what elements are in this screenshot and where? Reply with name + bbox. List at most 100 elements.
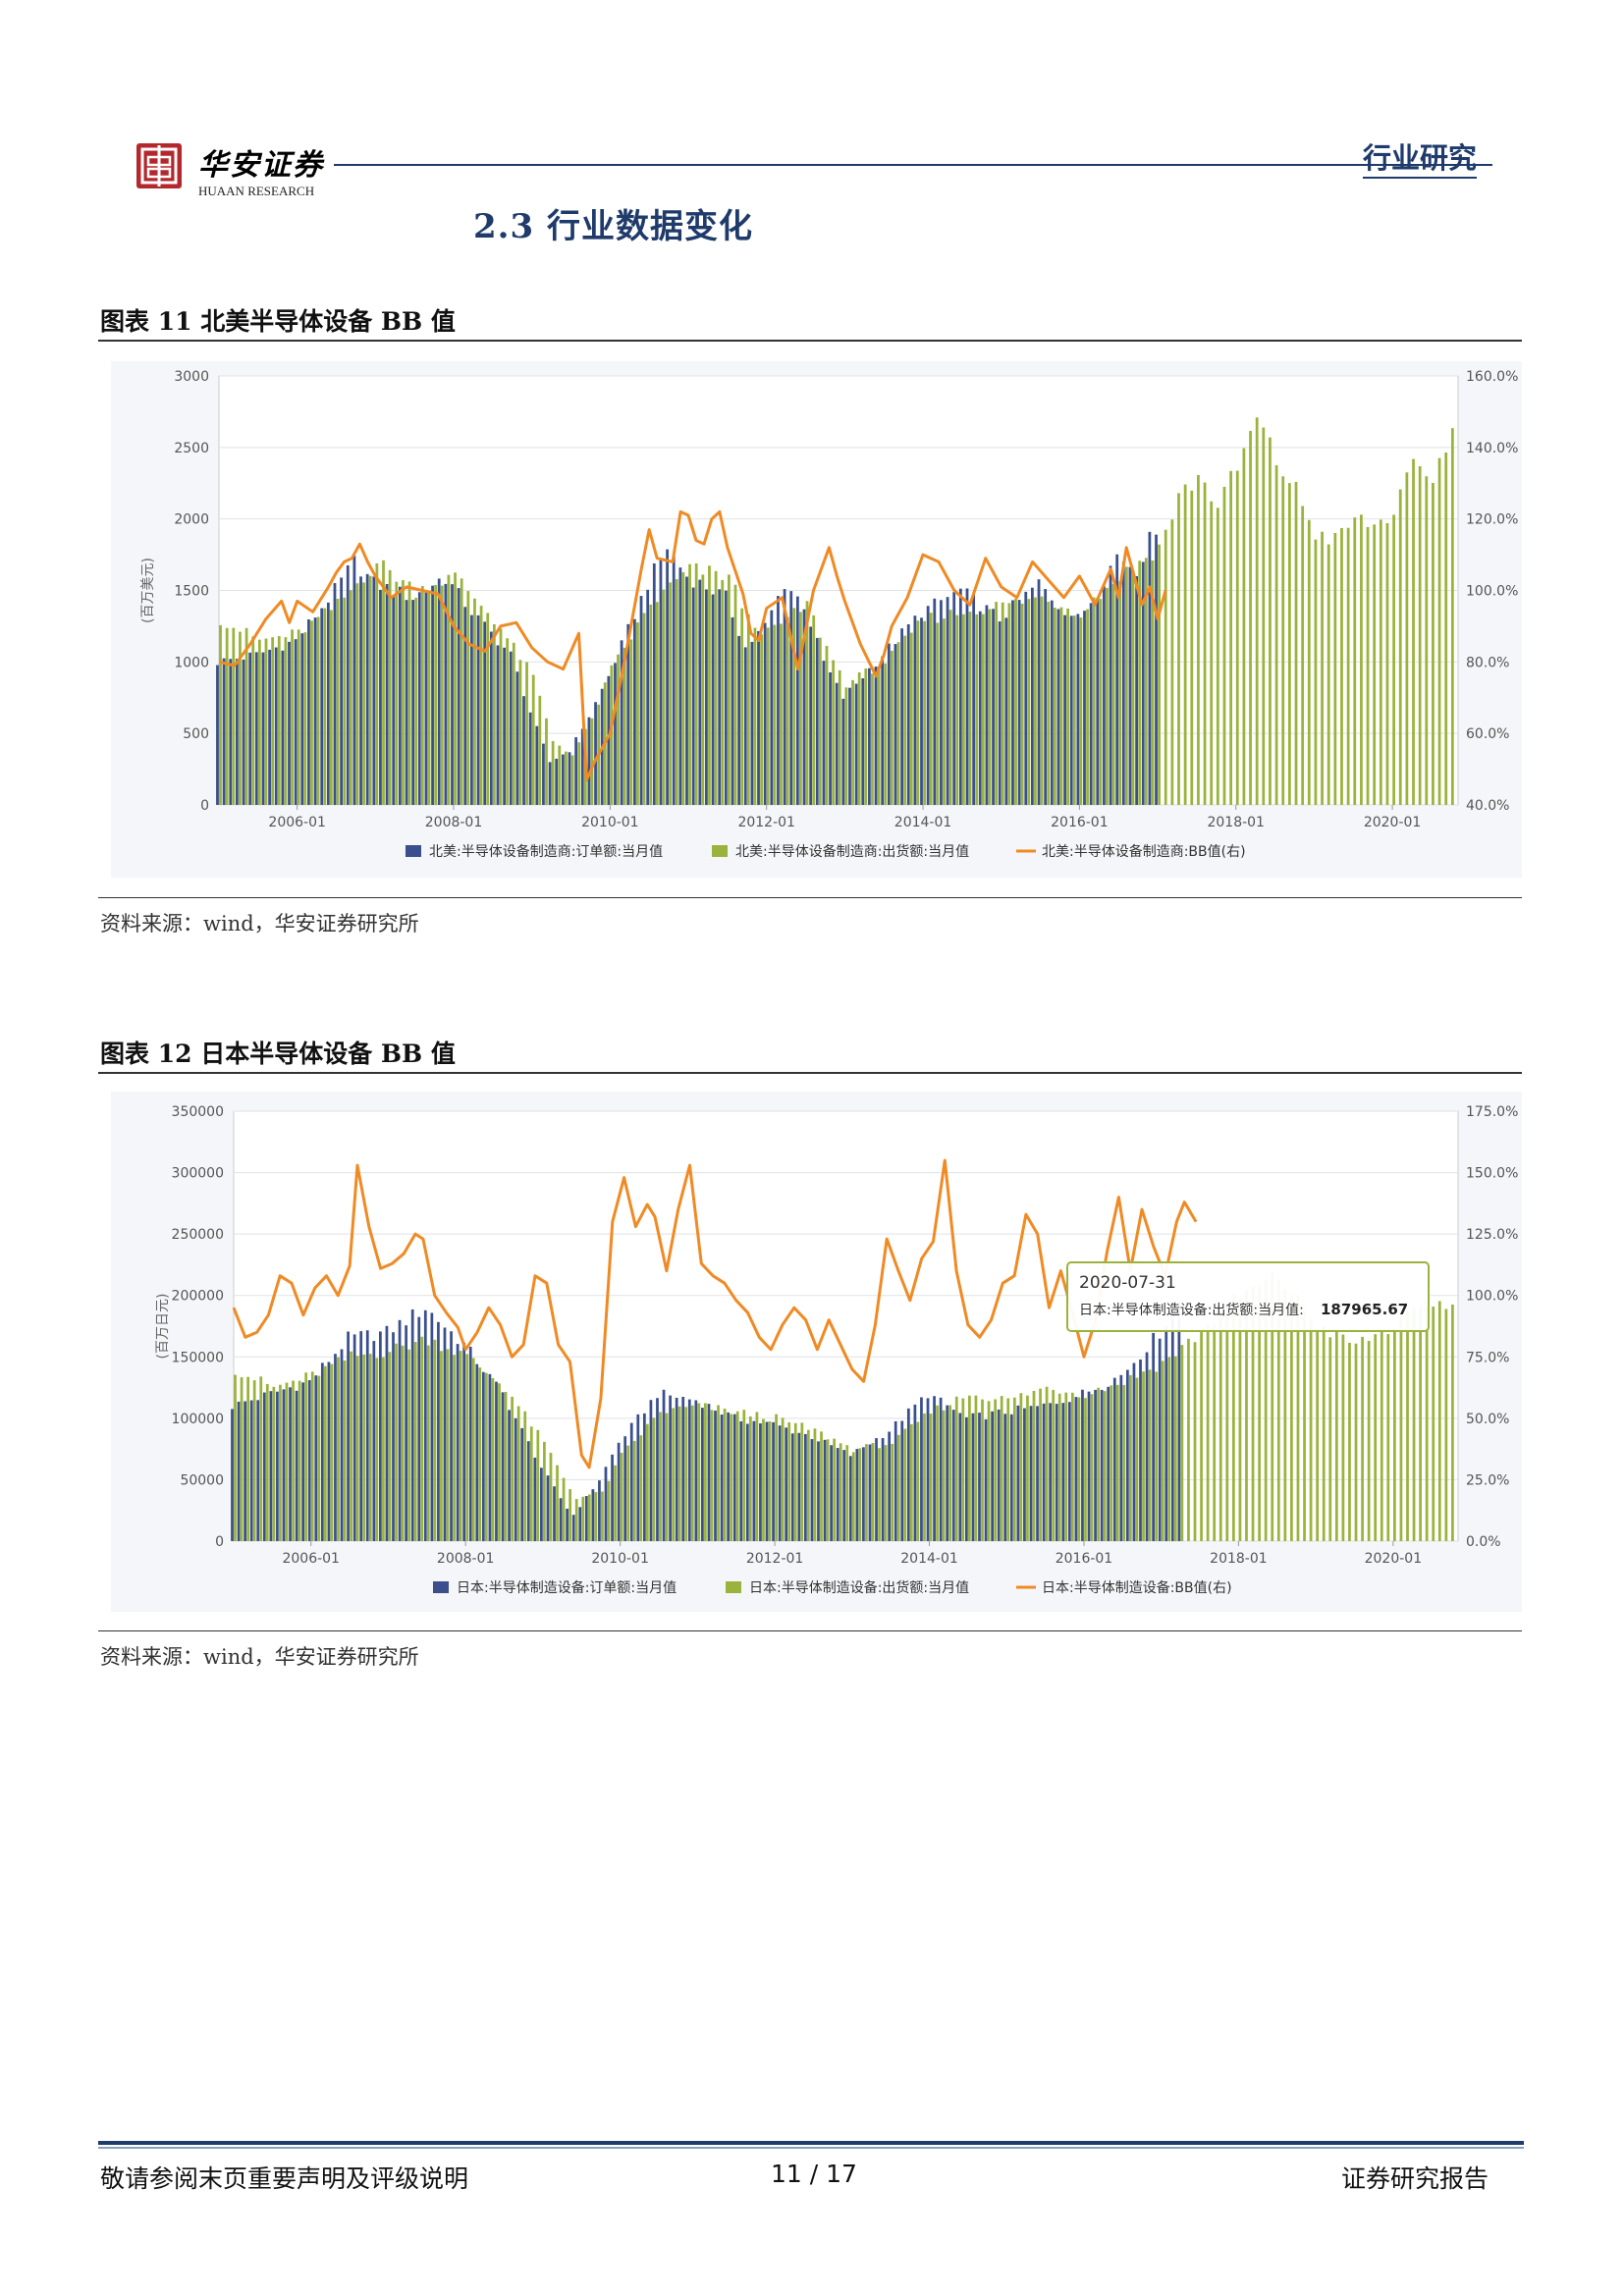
bar (802, 609, 806, 805)
bar (352, 1334, 356, 1541)
bar (568, 752, 571, 805)
bar (1148, 1369, 1152, 1541)
bar (1340, 527, 1343, 805)
bar (340, 1349, 344, 1541)
bar (765, 1421, 769, 1541)
bar (626, 1445, 630, 1541)
bar (778, 1425, 782, 1541)
bar (1235, 470, 1239, 805)
bar (855, 1449, 859, 1541)
bar (291, 629, 294, 805)
y2-tick-label: 40.0% (1466, 798, 1509, 814)
bar (665, 1413, 669, 1541)
bar (407, 1349, 411, 1541)
bar (743, 647, 747, 805)
bar (1103, 586, 1106, 805)
bar (951, 1410, 955, 1541)
bar (365, 573, 369, 805)
bar (473, 598, 476, 805)
bar (359, 1331, 363, 1541)
bar (1099, 599, 1103, 805)
bar (1290, 1295, 1293, 1541)
bar (610, 665, 614, 805)
bar (1119, 1374, 1123, 1541)
bar (978, 611, 982, 805)
bar (1014, 598, 1017, 805)
bar (896, 1434, 900, 1541)
bar (639, 596, 643, 805)
bar (1444, 452, 1448, 805)
bar (504, 1391, 508, 1541)
bar (518, 660, 522, 805)
bar (337, 1357, 340, 1541)
bar (285, 1382, 289, 1541)
bar (1081, 1389, 1084, 1541)
bar (1109, 565, 1112, 805)
bar (1361, 1336, 1364, 1541)
bar (762, 1418, 765, 1541)
bar (728, 574, 731, 805)
bar (571, 1515, 575, 1541)
bar (1183, 484, 1187, 805)
bar (688, 563, 691, 805)
bar (405, 1325, 407, 1541)
bar (857, 671, 861, 805)
y2-tick-label: 160.0% (1466, 369, 1518, 385)
bar (718, 589, 722, 805)
bar (1039, 1388, 1042, 1541)
bar (1309, 1318, 1313, 1541)
bar (649, 1400, 653, 1541)
bar (1027, 599, 1031, 805)
bar (1083, 611, 1086, 805)
legend-swatch (433, 1581, 449, 1593)
bar (382, 1357, 385, 1541)
bar (1050, 600, 1054, 805)
bar (833, 1438, 836, 1541)
bar (704, 1403, 707, 1541)
bar (864, 668, 868, 805)
bar (310, 620, 313, 805)
bar (282, 1389, 286, 1541)
bar (1077, 1397, 1081, 1541)
bar (748, 1416, 752, 1541)
bar (1121, 561, 1125, 805)
bar (923, 620, 926, 805)
bar (795, 596, 799, 805)
bar (256, 1400, 260, 1541)
bar (320, 608, 324, 805)
bar (1399, 1315, 1403, 1541)
bar (1296, 1295, 1300, 1541)
bar (542, 743, 545, 805)
bar (742, 1410, 746, 1541)
bar (835, 682, 839, 805)
bar (694, 1400, 698, 1541)
bar (755, 1412, 759, 1541)
bar (1451, 1305, 1454, 1541)
bar (372, 576, 376, 805)
bar (553, 1486, 556, 1541)
bar (447, 574, 451, 805)
bar (1303, 1310, 1306, 1541)
bar (1287, 483, 1291, 805)
bar (574, 1499, 578, 1541)
bar (737, 635, 741, 805)
bar (1180, 1345, 1184, 1541)
bar (913, 1404, 917, 1541)
bar (538, 695, 542, 805)
bar (783, 589, 786, 805)
bar (1066, 608, 1070, 805)
bar (520, 1427, 524, 1541)
bar (965, 588, 969, 805)
bar (434, 584, 438, 805)
bar (770, 610, 774, 805)
bar (626, 623, 630, 805)
bar (313, 617, 317, 805)
bar (1206, 1323, 1210, 1541)
bar (1074, 1397, 1078, 1541)
bar (417, 592, 421, 805)
bar (753, 627, 757, 805)
bar (1155, 534, 1158, 805)
bar (1056, 609, 1060, 805)
bar (568, 1489, 572, 1541)
bar (1405, 472, 1409, 805)
